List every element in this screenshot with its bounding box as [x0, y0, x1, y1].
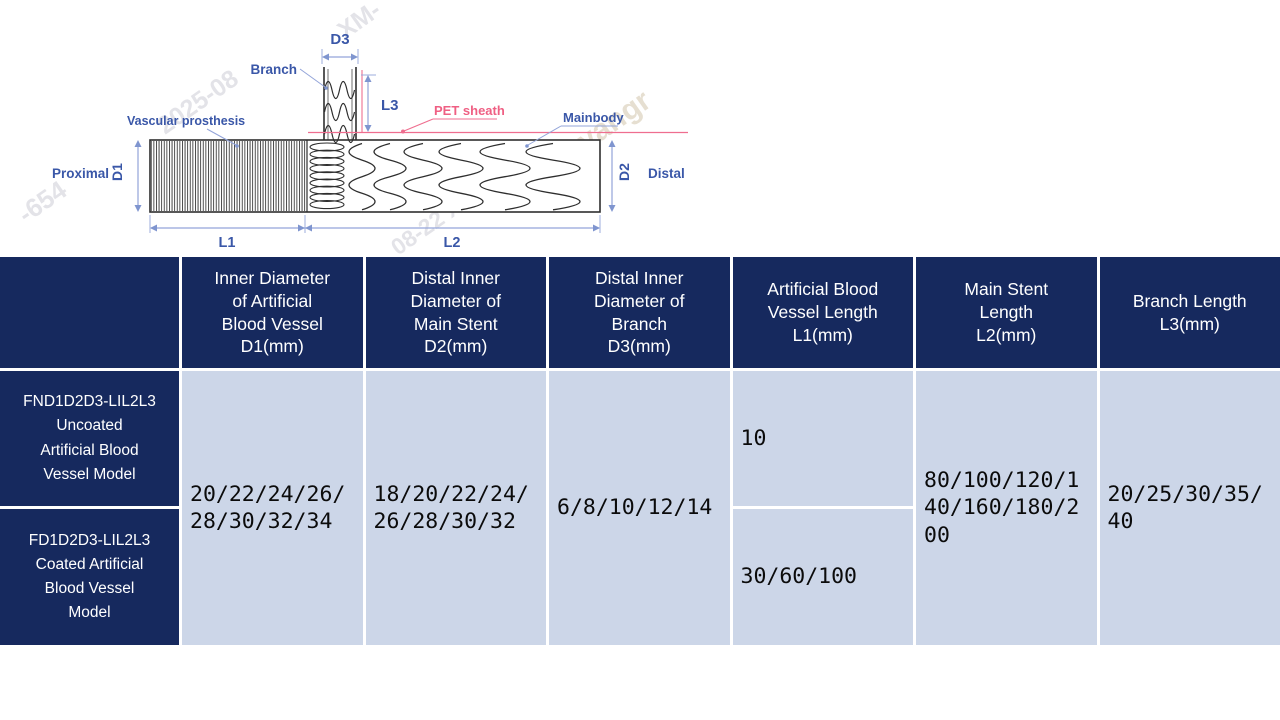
l1-label: L1: [219, 235, 236, 251]
cell-l2-value: 80/100/120/140/160/180/200: [924, 468, 1080, 548]
d2-label: D2: [616, 163, 632, 181]
header-l1: Artificial Blood Vessel Length L1(mm): [732, 257, 913, 368]
cell-l1-coated-value: 30/60/100: [740, 564, 858, 590]
row-label-coated: FD1D2D3-LIL2L3 Coated Artificial Blood V…: [0, 509, 179, 645]
cell-d3-value: 6/8/10/12/14: [557, 495, 713, 521]
pet-sheath-label: PET sheath: [434, 103, 505, 118]
header-d3: Distal Inner Diameter of Branch D3(mm): [549, 257, 730, 368]
header-d1: Inner Diameter of Artificial Blood Vesse…: [182, 257, 363, 368]
cell-d2-value: 18/20/22/24/26/28/30/32: [373, 481, 529, 534]
header-l3: Branch Length L3(mm): [1099, 257, 1280, 368]
cell-l1-uncoated-value: 10: [740, 425, 767, 451]
cell-l3: 20/25/30/35/40: [1099, 371, 1280, 645]
cell-l2: 80/100/120/140/160/180/200: [916, 371, 1097, 645]
l3-label: L3: [381, 97, 399, 114]
branch-label: Branch: [250, 62, 297, 77]
cell-d2: 18/20/22/24/26/28/30/32: [365, 371, 546, 645]
watermark-654: -654: [12, 174, 72, 229]
cell-d1: 20/22/24/26/28/30/32/34: [182, 371, 363, 645]
l2-label: L2: [444, 235, 461, 251]
header-l2: Main Stent Length L2(mm): [916, 257, 1097, 368]
spec-table: Inner Diameter of Artificial Blood Vesse…: [0, 257, 1280, 645]
cell-d1-value: 20/22/24/26/28/30/32/34: [190, 481, 346, 534]
branch-tube: [323, 67, 357, 144]
d3-label: D3: [330, 31, 349, 48]
mainbody-outline: [149, 139, 601, 213]
cell-l3-value: 20/25/30/35/40: [1107, 481, 1263, 534]
cell-d3: 6/8/10/12/14: [549, 371, 730, 645]
d1-label: D1: [109, 163, 125, 181]
mainbody-label: Mainbody: [563, 110, 624, 125]
vascular-prosthesis-section: [151, 141, 307, 211]
cell-l1-coated: 30/60/100: [732, 509, 913, 645]
coil-section: [309, 142, 345, 210]
stent-diagram: 2025-08 XM- yangr -654 08-22 XM-FC: [12, 0, 688, 257]
distal-label: Distal: [648, 166, 685, 181]
watermark-date: 2025-08: [152, 64, 243, 140]
proximal-label: Proximal: [52, 166, 109, 181]
table-corner-cell: [0, 257, 179, 368]
vascular-prosthesis-label: Vascular prosthesis: [127, 114, 245, 128]
header-d2: Distal Inner Diameter of Main Stent D2(m…: [365, 257, 546, 368]
stent-waves: [348, 142, 581, 211]
pet-sheath-lines: [308, 70, 688, 134]
dimension-lines: [134, 49, 618, 233]
cell-l1-uncoated: 10: [732, 371, 913, 506]
row-label-uncoated: FND1D2D3-LIL2L3 Uncoated Artificial Bloo…: [0, 371, 179, 506]
